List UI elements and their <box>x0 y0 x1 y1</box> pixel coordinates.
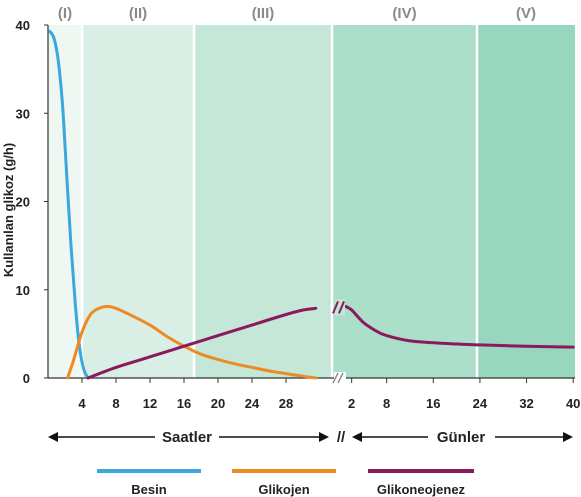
y-tick-label: 20 <box>16 195 30 210</box>
axis-break-label: // <box>337 429 346 446</box>
series-line-glikojen <box>66 304 318 380</box>
legend-label: Glikojen <box>258 482 309 497</box>
y-tick-label: 40 <box>16 18 30 33</box>
phase-label: (III) <box>252 5 275 22</box>
series-line-glikoneojenez <box>86 306 318 380</box>
curve-break-mark <box>332 301 339 314</box>
x-tick-label: 28 <box>279 396 293 411</box>
legend-label: Besin <box>131 482 166 497</box>
x-tick-label: 8 <box>112 396 119 411</box>
hours-label: Saatler <box>162 429 212 446</box>
arrow-head <box>352 432 362 442</box>
curve-break-mark <box>338 301 345 314</box>
arrow-head <box>48 432 58 442</box>
phase-band <box>82 25 194 378</box>
phase-band <box>332 25 477 378</box>
x-tick-label: 24 <box>473 396 488 411</box>
phase-label: (IV) <box>392 5 416 22</box>
series-line-besin <box>48 29 90 380</box>
phase-label: (I) <box>58 5 72 22</box>
series-line-glikoneojenez-days <box>344 305 575 349</box>
series-lines <box>48 29 575 380</box>
x-tick-label: 32 <box>519 396 533 411</box>
phase-band <box>477 25 575 378</box>
x-tick-label: 4 <box>78 396 86 411</box>
phase-bands <box>48 25 575 378</box>
phase-band <box>194 25 332 378</box>
phase-dividers <box>80 0 479 378</box>
phase-label: (II) <box>129 5 147 22</box>
phase-labels: (I) (II) (III) (IV) (V) <box>58 5 536 22</box>
curve-break-gap <box>335 299 345 316</box>
x-tick-label: 24 <box>245 396 260 411</box>
y-axis-label: Kullanılan glikoz (g/h) <box>1 143 16 277</box>
x-tick-label: 16 <box>426 396 440 411</box>
x-tick-label: 40 <box>566 396 580 411</box>
arrow-head <box>563 432 573 442</box>
time-arrows: Saatler // Günler <box>48 429 573 446</box>
x-tick-labels: 4 8 12 16 20 24 28 2 8 16 24 32 40 <box>78 378 580 411</box>
arrow-head <box>319 432 329 442</box>
legend-label: Glikoneojenez <box>377 482 466 497</box>
axis-break-mark <box>337 372 344 384</box>
x-tick-label: 12 <box>143 396 157 411</box>
legend: Besin Glikojen Glikoneojenez <box>97 469 474 497</box>
x-tick-label: 2 <box>348 396 355 411</box>
days-label: Günler <box>437 429 486 446</box>
x-tick-label: 20 <box>211 396 225 411</box>
phase-label: (V) <box>516 5 536 22</box>
y-tick-labels: 0 10 20 30 40 <box>16 18 48 386</box>
axis-break-mark <box>332 372 339 384</box>
y-tick-label: 10 <box>16 283 30 298</box>
x-tick-label: 8 <box>383 396 390 411</box>
y-tick-label: 0 <box>23 371 30 386</box>
x-tick-label: 16 <box>177 396 191 411</box>
y-tick-label: 30 <box>16 106 30 121</box>
